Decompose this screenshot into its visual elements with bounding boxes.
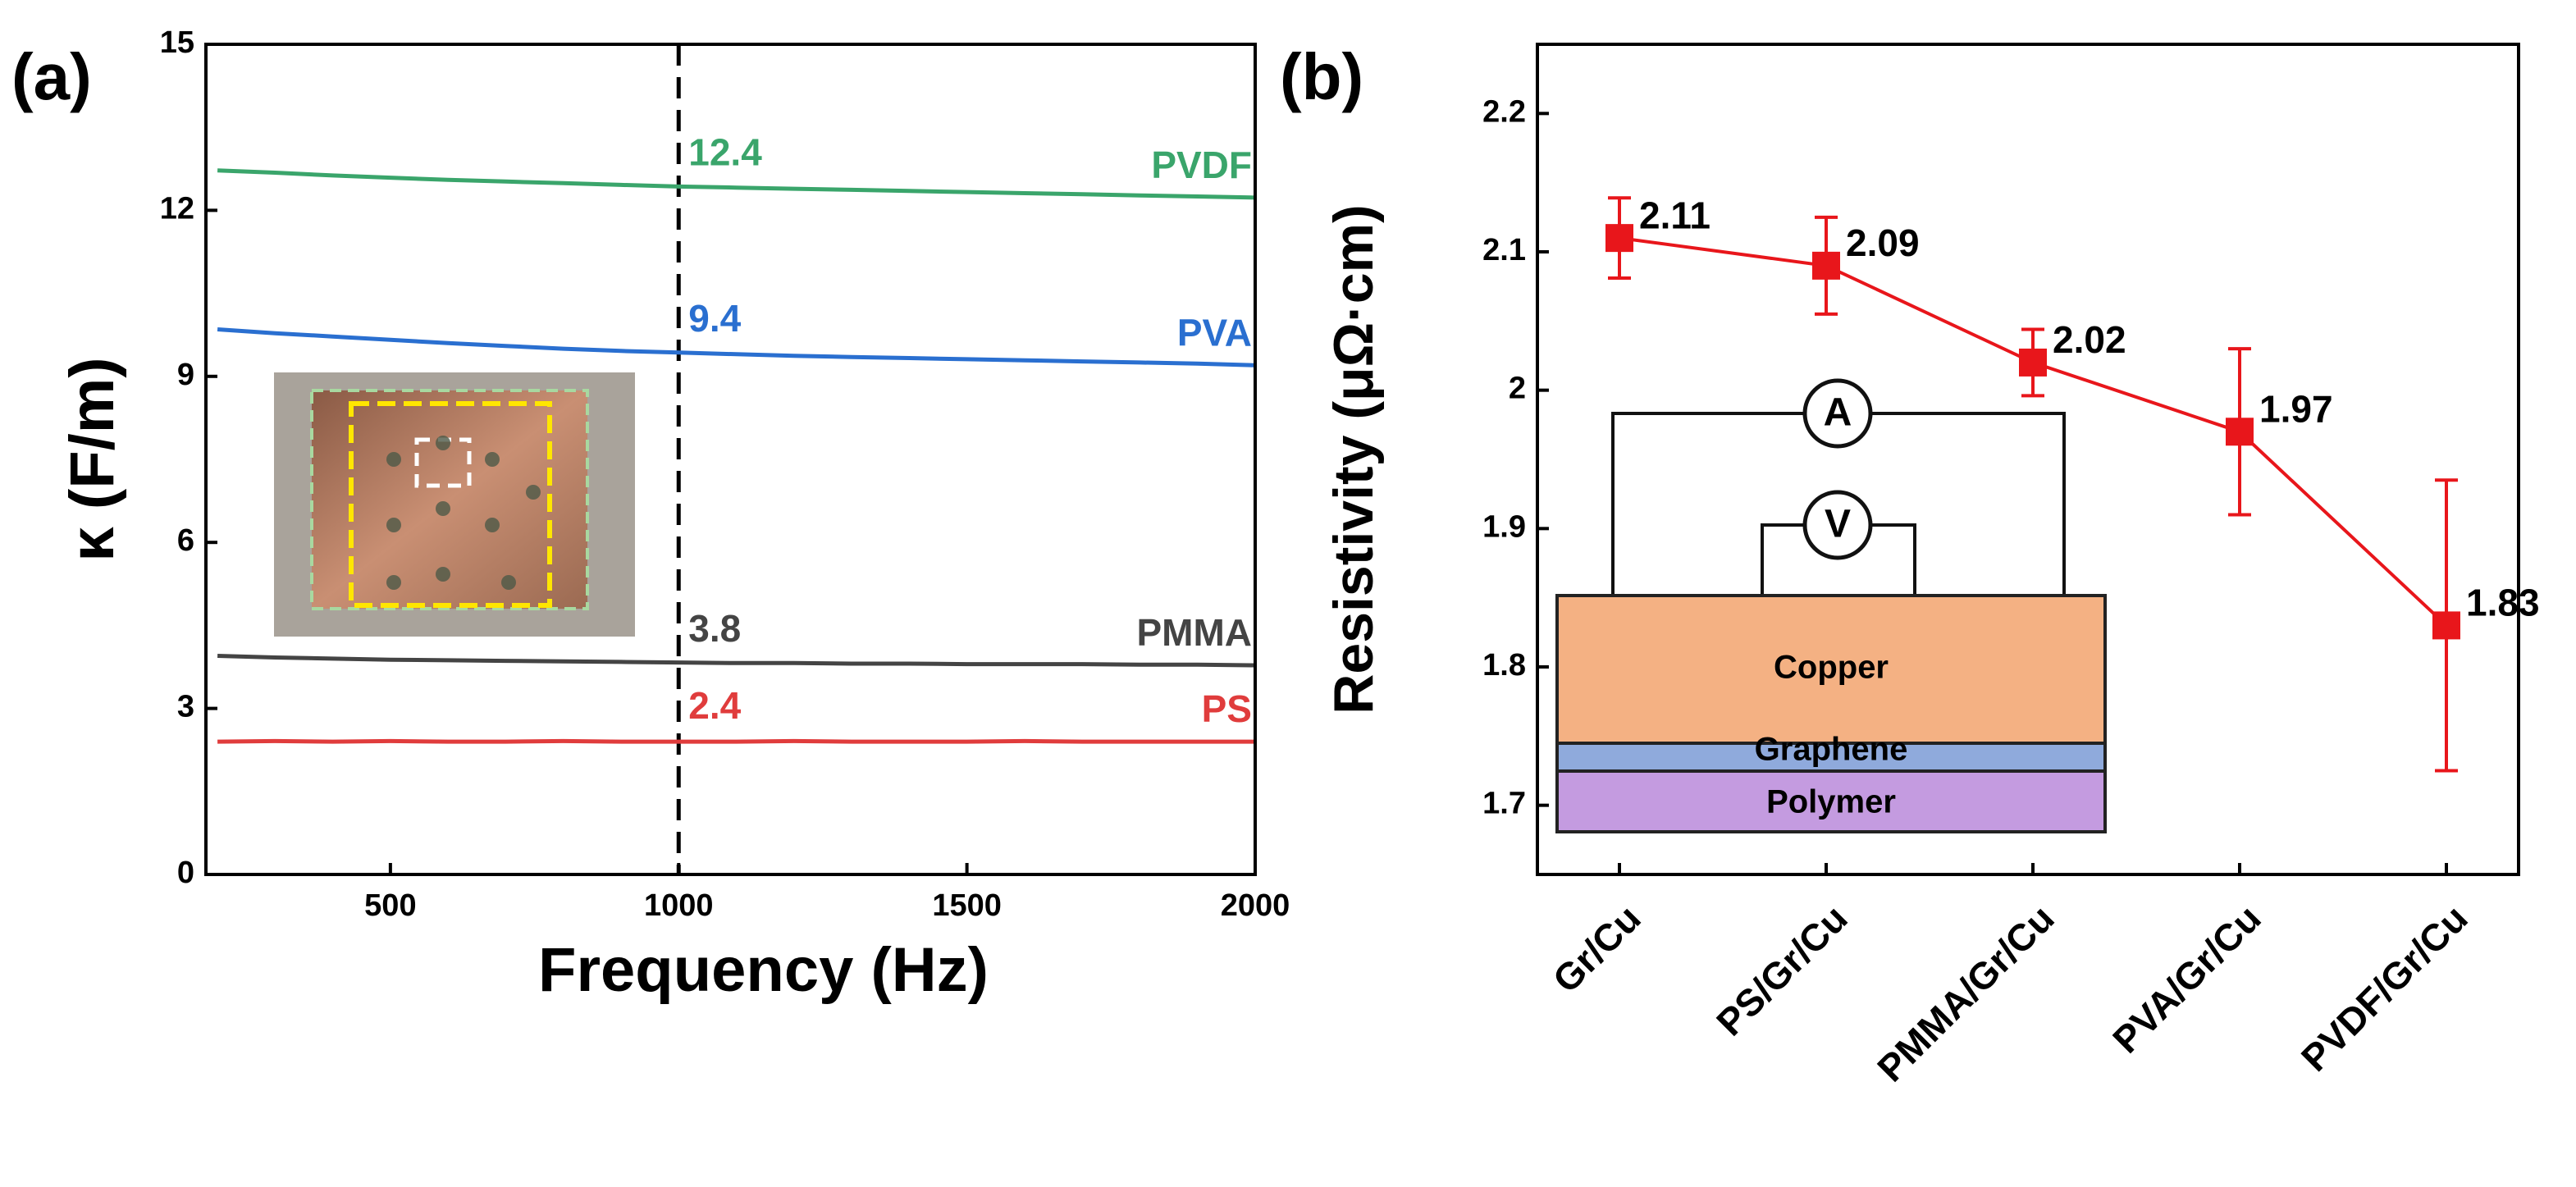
value-label: 2.09 [1846, 221, 1920, 264]
series-line [1619, 236, 2448, 627]
inset-photo [274, 372, 635, 637]
value-label: 3.8 [688, 607, 741, 650]
y-tick-label: 2.1 [1482, 233, 1526, 267]
series-label: PVA [1177, 311, 1252, 354]
panel-label: (a) [11, 40, 92, 113]
x-tick-label: 500 [364, 888, 416, 923]
series-label: PS [1202, 687, 1252, 730]
value-label: 12.4 [688, 131, 762, 174]
marker [2019, 348, 2047, 377]
y-tick-label: 0 [177, 856, 194, 890]
panel-label: (b) [1280, 40, 1363, 113]
series-line [217, 168, 1256, 200]
y-tick-label: 2 [1509, 372, 1526, 406]
x-tick-label: PVA/Gr/Cu [2104, 897, 2269, 1061]
layer [1555, 769, 2107, 833]
meter-label: V [1825, 503, 1851, 546]
series-line [217, 327, 1256, 368]
value-label: 2.11 [1639, 194, 1710, 236]
y-tick-label: 15 [160, 25, 194, 60]
x-tick-label: PMMA/Gr/Cu [1869, 897, 2062, 1090]
x-axis-title: Frequency (Hz) [538, 935, 989, 1005]
x-tick-label: 1500 [932, 888, 1002, 923]
y-tick-label: 1.9 [1482, 509, 1526, 544]
y-tick-label: 9 [177, 358, 194, 392]
y-tick-label: 6 [177, 523, 194, 558]
value-label: 1.97 [2259, 387, 2333, 430]
x-tick-label: 1000 [644, 888, 714, 923]
marker [2432, 611, 2460, 640]
series-line [217, 654, 1256, 668]
value-label: 9.4 [688, 297, 741, 340]
y-tick-label: 2.2 [1482, 94, 1526, 129]
y-tick-label: 3 [177, 690, 194, 724]
x-tick-label: 2000 [1221, 888, 1290, 923]
meter-label: A [1824, 391, 1852, 435]
layer-label: Copper [1774, 650, 1889, 686]
value-label: 2.4 [688, 684, 741, 727]
y-axis-title: κ (F/m) [57, 357, 127, 561]
y-axis-title: Resistivity (μΩ·cm) [1322, 204, 1385, 714]
meter [1802, 490, 1873, 560]
meter [1802, 378, 1873, 449]
y-tick-label: 12 [160, 191, 194, 226]
layer [1555, 594, 2107, 745]
marker [1605, 224, 1633, 253]
series-line [217, 738, 1255, 744]
layer-label: Graphene [1755, 732, 1908, 768]
y-tick-label: 1.8 [1482, 648, 1526, 683]
marker [2226, 418, 2254, 446]
layer-label: Polymer [1766, 784, 1896, 820]
series-label: PMMA [1136, 611, 1252, 654]
x-tick-label: Gr/Cu [1545, 897, 1649, 1001]
y-tick-label: 1.7 [1482, 787, 1526, 821]
value-label: 2.02 [2053, 318, 2126, 361]
plot-frame [1536, 43, 2520, 876]
marker [1812, 251, 1840, 280]
series-label: PVDF [1151, 144, 1252, 186]
plot-frame [204, 43, 1257, 876]
value-label: 1.83 [2466, 582, 2540, 624]
x-tick-label: PS/Gr/Cu [1708, 897, 1856, 1044]
x-tick-label: PVDF/Gr/Cu [2293, 897, 2476, 1080]
